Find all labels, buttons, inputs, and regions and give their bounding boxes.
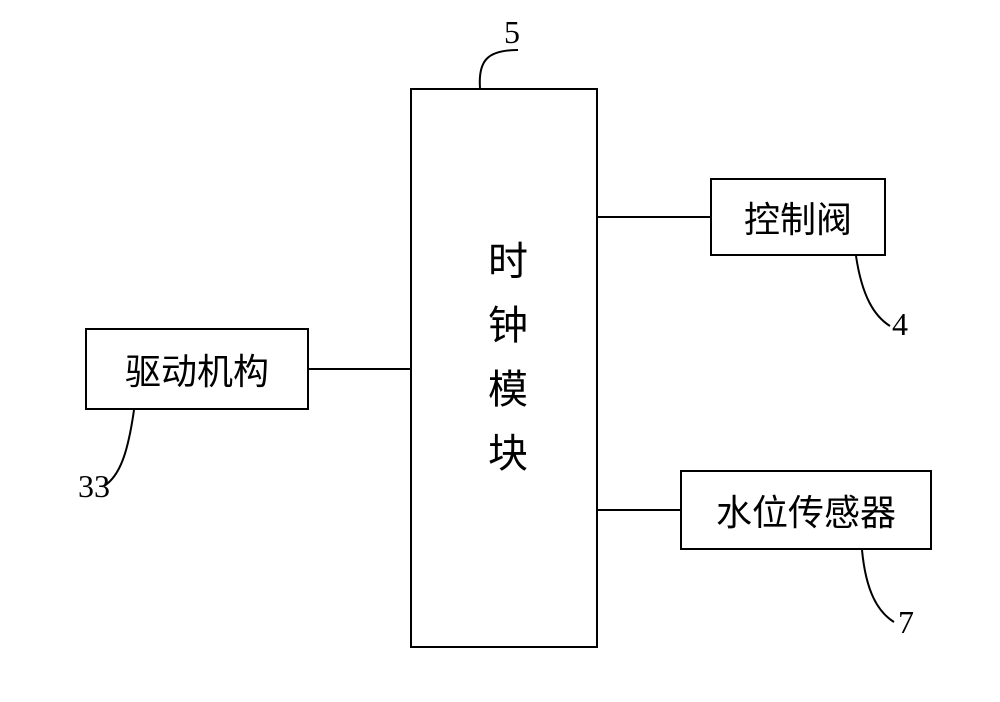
ref-label-4: 4 [892, 306, 908, 343]
ref-label-5: 5 [504, 14, 520, 51]
ref-label-33: 33 [78, 468, 110, 505]
diagram-canvas: 时钟模块 驱动机构 控制阀 水位传感器 5 33 4 7 [0, 0, 1000, 702]
leader-7-icon [0, 0, 1000, 702]
ref-label-7: 7 [898, 604, 914, 641]
